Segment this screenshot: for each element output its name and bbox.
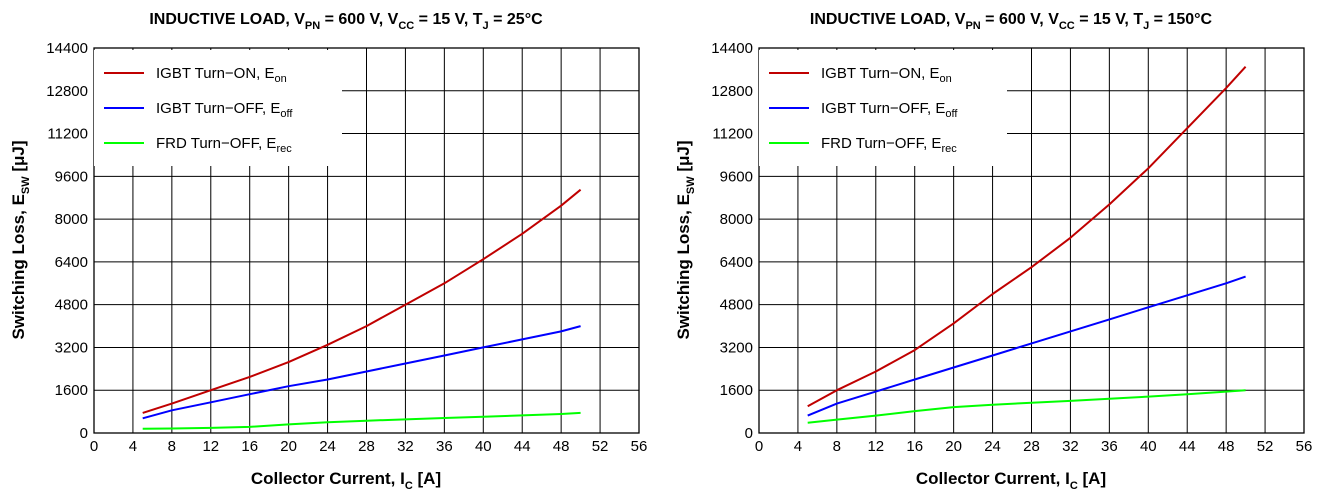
legend-label-erec: FRD Turn−OFF, Erec bbox=[821, 135, 957, 155]
x-tick-label: 56 bbox=[631, 438, 648, 455]
x-tick-label: 12 bbox=[867, 438, 884, 455]
series-line-1 bbox=[142, 325, 581, 420]
x-tick-label: 24 bbox=[984, 438, 1001, 455]
y-tick-label: 12800 bbox=[711, 83, 753, 100]
x-tick-label: 20 bbox=[945, 438, 962, 455]
series-line-2 bbox=[807, 389, 1246, 424]
chart-svg: INDUCTIVE LOAD, VPN = 600 V, VCC = 15 V,… bbox=[674, 11, 1313, 492]
x-tick-label: 32 bbox=[1062, 438, 1079, 455]
y-tick-label: 6400 bbox=[55, 254, 88, 271]
x-tick-label: 44 bbox=[514, 438, 531, 455]
y-tick-label: 8000 bbox=[55, 211, 88, 228]
chart-title: INDUCTIVE LOAD, VPN = 600 V, VCC = 15 V,… bbox=[810, 11, 1213, 32]
x-axis-label: Collector Current, IC [A] bbox=[251, 469, 441, 492]
legend-label-eoff: IGBT Turn−OFF, Eoff bbox=[821, 100, 958, 120]
legend-label-erec: FRD Turn−OFF, Erec bbox=[156, 135, 292, 155]
legend-label-eoff: IGBT Turn−OFF, Eoff bbox=[156, 100, 293, 120]
x-tick-label: 12 bbox=[202, 438, 219, 455]
series-line-0 bbox=[142, 188, 582, 414]
series-line-2 bbox=[142, 411, 581, 430]
x-tick-label: 8 bbox=[833, 438, 841, 455]
x-tick-label: 16 bbox=[906, 438, 923, 455]
y-axis-label: Switching Loss, ESW [μJ] bbox=[674, 140, 697, 339]
x-tick-label: 32 bbox=[397, 438, 414, 455]
x-tick-label: 48 bbox=[1218, 438, 1235, 455]
legend: IGBT Turn−ON, Eon IGBT Turn−OFF, Eoff FR… bbox=[759, 50, 1007, 166]
x-tick-label: 36 bbox=[436, 438, 453, 455]
y-tick-label: 14400 bbox=[46, 40, 88, 57]
y-tick-label: 8000 bbox=[720, 211, 753, 228]
x-tick-label: 28 bbox=[358, 438, 375, 455]
y-tick-label: 14400 bbox=[711, 40, 753, 57]
y-tick-label: 0 bbox=[80, 425, 88, 442]
y-tick-label: 9600 bbox=[55, 168, 88, 185]
x-tick-label: 4 bbox=[794, 438, 802, 455]
series-line-0 bbox=[807, 66, 1247, 408]
x-axis-label: Collector Current, IC [A] bbox=[916, 469, 1106, 492]
y-tick-label: 1600 bbox=[720, 382, 753, 399]
y-tick-label: 6400 bbox=[720, 254, 753, 271]
y-tick-label: 4800 bbox=[55, 297, 88, 314]
legend-label-eon: IGBT Turn−ON, Eon bbox=[156, 65, 287, 85]
chart-tj-25: INDUCTIVE LOAD, VPN = 600 V, VCC = 15 V,… bbox=[0, 0, 664, 493]
y-tick-label: 9600 bbox=[720, 168, 753, 185]
series-line-1 bbox=[807, 275, 1246, 417]
y-tick-label: 11200 bbox=[712, 126, 753, 143]
x-tick-label: 40 bbox=[1140, 438, 1157, 455]
x-tick-label: 20 bbox=[280, 438, 297, 455]
chart-tj-150: INDUCTIVE LOAD, VPN = 600 V, VCC = 15 V,… bbox=[665, 0, 1329, 493]
x-tick-label: 0 bbox=[755, 438, 763, 455]
x-tick-label: 24 bbox=[319, 438, 336, 455]
x-tick-label: 52 bbox=[1257, 438, 1274, 455]
x-tick-label: 28 bbox=[1023, 438, 1040, 455]
legend: IGBT Turn−ON, Eon IGBT Turn−OFF, Eoff FR… bbox=[94, 50, 342, 166]
y-tick-label: 1600 bbox=[55, 382, 88, 399]
x-tick-label: 0 bbox=[90, 438, 98, 455]
x-tick-label: 8 bbox=[168, 438, 176, 455]
x-tick-label: 36 bbox=[1101, 438, 1118, 455]
x-tick-label: 44 bbox=[1179, 438, 1196, 455]
x-tick-label: 40 bbox=[475, 438, 492, 455]
x-tick-label: 48 bbox=[553, 438, 570, 455]
chart-svg: INDUCTIVE LOAD, VPN = 600 V, VCC = 15 V,… bbox=[9, 11, 648, 492]
x-tick-label: 4 bbox=[129, 438, 137, 455]
y-tick-label: 12800 bbox=[46, 83, 88, 100]
y-tick-label: 0 bbox=[745, 425, 753, 442]
y-axis-label: Switching Loss, ESW [μJ] bbox=[9, 140, 32, 339]
x-tick-label: 16 bbox=[241, 438, 258, 455]
y-tick-label: 4800 bbox=[720, 297, 753, 314]
legend-label-eon: IGBT Turn−ON, Eon bbox=[821, 65, 952, 85]
x-tick-label: 52 bbox=[592, 438, 609, 455]
y-tick-label: 3200 bbox=[55, 339, 88, 356]
y-tick-label: 3200 bbox=[720, 339, 753, 356]
x-tick-label: 56 bbox=[1296, 438, 1313, 455]
y-tick-label: 11200 bbox=[47, 126, 88, 143]
chart-title: INDUCTIVE LOAD, VPN = 600 V, VCC = 15 V,… bbox=[149, 11, 543, 32]
